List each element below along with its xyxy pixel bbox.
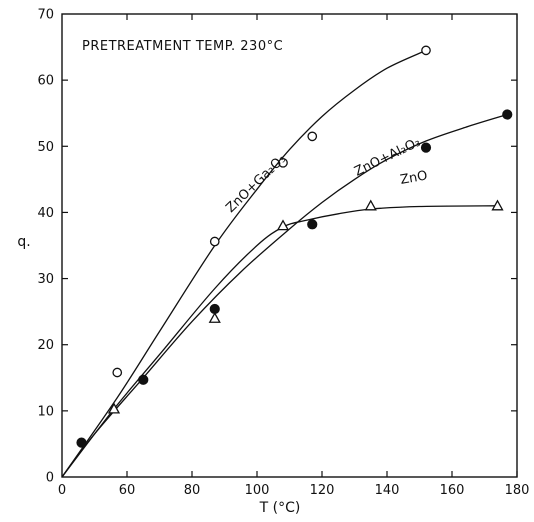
x-tick-label-180: 180 xyxy=(505,483,530,498)
x-tick-label-60: 60 xyxy=(119,483,136,498)
point-zno-4 xyxy=(491,199,504,211)
point-zno-al2o3-3 xyxy=(307,219,318,230)
x-tick-label-80: 80 xyxy=(184,483,201,498)
plot-frame xyxy=(61,13,518,478)
point-zno-al2o3-5 xyxy=(502,109,513,120)
point-zno-ga2o3-3 xyxy=(307,131,318,142)
curve-zno-ga2o3 xyxy=(61,49,427,478)
series-label-zno-ga2o3: ZnO+Ga₂O₃ xyxy=(223,152,289,216)
curve-zno-al2o3 xyxy=(61,113,508,478)
point-zno-2 xyxy=(276,219,290,231)
curves-layer xyxy=(61,49,508,478)
x-tick-label-origin: 0 xyxy=(58,483,66,498)
y-tick-label-20: 20 xyxy=(37,338,54,353)
chart-annotation: PRETREATMENT TEMP. 230°C xyxy=(82,39,283,54)
axes-layer: 60 80 100 120 140 160 180 00 10 20 30 40 50 60 70 xyxy=(37,8,529,499)
x-axis-label: T (°C) xyxy=(259,500,301,516)
x-tick-label-160: 160 xyxy=(440,483,465,498)
y-tick-label-50: 50 xyxy=(37,140,54,155)
point-zno-3 xyxy=(364,199,377,211)
curve-zno xyxy=(61,205,498,478)
point-zno-al2o3-1 xyxy=(138,374,149,385)
markers-layer xyxy=(76,45,513,448)
y-tick-label-70: 70 xyxy=(37,8,54,23)
x-tick-label-120: 120 xyxy=(310,483,335,498)
series-label-zno: ZnO xyxy=(399,168,429,188)
point-zno-1 xyxy=(208,311,221,323)
point-zno-al2o3-0 xyxy=(76,437,87,448)
point-zno-ga2o3-2 xyxy=(278,157,288,168)
y-axis-label: q. xyxy=(17,234,30,250)
y-tick-label-10: 10 xyxy=(37,404,54,419)
point-zno-ga2o3-1 xyxy=(209,236,220,247)
point-zno-ga2o3-0 xyxy=(112,367,123,378)
y-tick-label-60: 60 xyxy=(37,74,54,89)
point-zno-al2o3-4 xyxy=(420,142,432,153)
point-zno-0 xyxy=(107,402,121,414)
y-tick-label-0: 0 xyxy=(46,471,54,486)
y-tick-label-30: 30 xyxy=(37,272,54,287)
point-zno-ga2o3-4 xyxy=(421,45,431,56)
y-tick-label-40: 40 xyxy=(37,206,54,221)
x-tick-label-100: 100 xyxy=(245,483,270,498)
x-tick-label-140: 140 xyxy=(375,483,400,498)
